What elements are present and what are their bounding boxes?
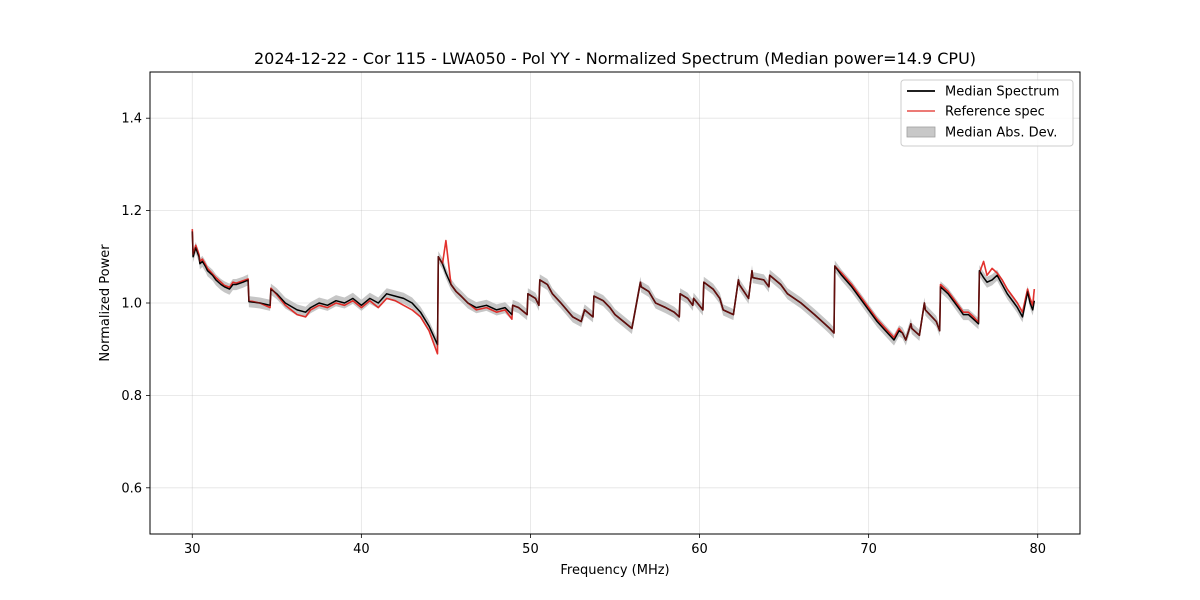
y-tick-label: 1.2	[121, 204, 142, 219]
y-tick-label: 1.0	[121, 297, 142, 312]
x-tick-label: 40	[353, 542, 370, 557]
median-line-layer	[191, 229, 1036, 355]
legend-reference-label: Reference spec	[945, 105, 1045, 120]
legend-median-label: Median Spectrum	[945, 85, 1059, 100]
x-tick-label: 30	[184, 542, 201, 557]
median-spectrum-line	[191, 231, 1036, 346]
x-tick-label: 50	[522, 542, 539, 557]
reference-spectrum-overlay	[191, 229, 1035, 355]
chart-title: 2024-12-22 - Cor 115 - LWA050 - Pol YY -…	[254, 49, 976, 68]
legend-mad-label: Median Abs. Dev.	[945, 126, 1057, 141]
x-tick-label: 60	[691, 542, 708, 557]
y-tick-label: 0.6	[121, 481, 142, 496]
y-tick-label: 1.4	[121, 112, 142, 127]
legend-box	[900, 79, 1074, 147]
x-tick-label: 70	[860, 542, 877, 557]
ticks: 30 40 50 60 70 80 0.6 0.8 1.0 1.2 1.4	[121, 112, 1046, 557]
x-tick-label: 80	[1029, 542, 1046, 557]
mad-band-layer	[192, 225, 1035, 351]
mad-band	[192, 225, 1035, 351]
legend: Median Spectrum Reference spec Median Ab…	[900, 79, 1074, 147]
y-axis-label: Normalized Power	[98, 244, 113, 362]
legend-mad-swatch	[906, 126, 936, 138]
x-axis-label: Frequency (MHz)	[560, 563, 669, 578]
y-tick-label: 0.8	[121, 389, 142, 404]
